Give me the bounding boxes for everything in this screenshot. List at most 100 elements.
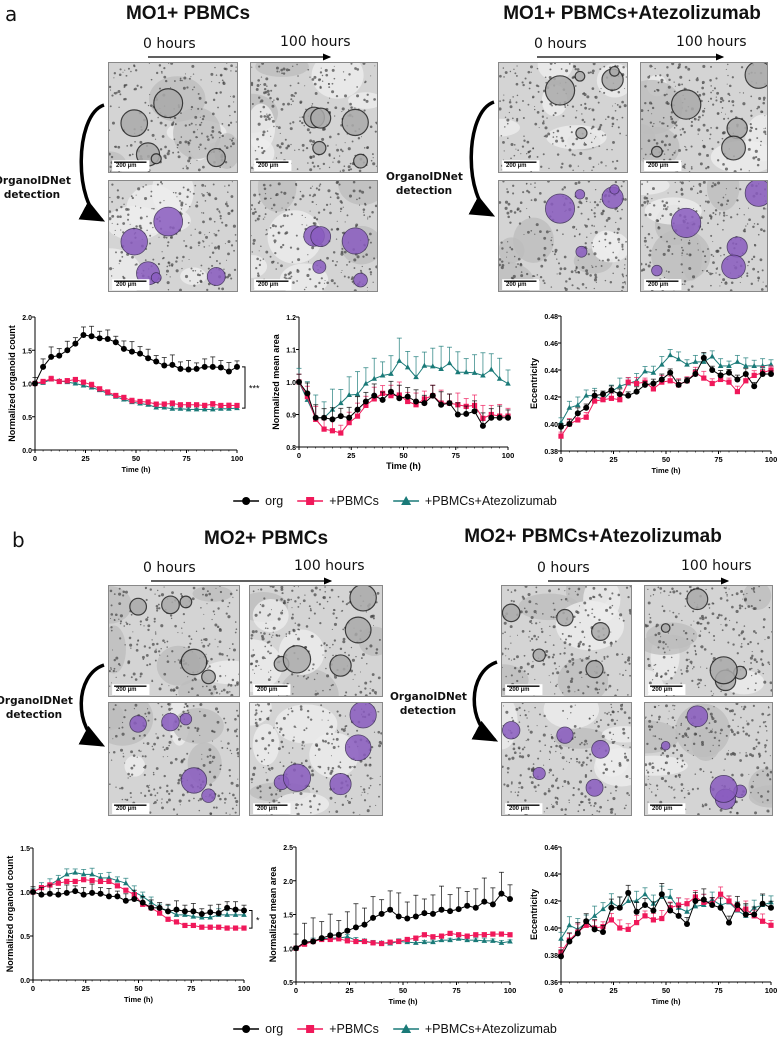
data-point [161, 401, 167, 407]
data-point [471, 369, 478, 375]
data-point [346, 414, 353, 421]
data-point [218, 402, 224, 409]
time-start-label: 0 hours [143, 560, 196, 576]
legend-label: org [265, 494, 284, 508]
series--pbmcs-atezolizumab [296, 337, 511, 420]
y-tick-label: 0.46 [544, 341, 558, 348]
data-point [209, 363, 216, 370]
data-point [156, 904, 163, 911]
data-point [177, 405, 184, 411]
data-point [387, 906, 394, 913]
data-point [80, 871, 87, 877]
y-tick-label: 0.0 [20, 978, 30, 985]
data-point [63, 871, 70, 877]
data-point [114, 883, 120, 889]
series-line-segment [390, 360, 400, 375]
data-point [72, 888, 79, 895]
data-point [185, 366, 192, 373]
data-point [650, 907, 657, 914]
data-point [658, 376, 665, 383]
x-tick-label: 100 [765, 455, 778, 464]
series--pbmcs [30, 877, 247, 931]
micrograph-canvas [109, 63, 237, 172]
data-point [161, 362, 168, 369]
data-point [338, 400, 344, 406]
data-point [768, 361, 774, 367]
data-point [137, 398, 143, 405]
data-point [353, 938, 359, 945]
micrograph-canvas [641, 181, 767, 291]
data-point [667, 352, 673, 358]
x-tick-label: 50 [132, 454, 140, 463]
data-point [354, 391, 361, 397]
x-tick-label: 75 [452, 986, 460, 995]
data-point [199, 914, 205, 920]
data-point [241, 925, 247, 931]
data-point [217, 364, 224, 371]
data-point [481, 898, 488, 905]
x-axis-label: Time (h) [651, 997, 681, 1006]
micrograph-image [108, 62, 238, 173]
data-point [387, 939, 393, 945]
data-point [507, 938, 513, 944]
time-start-label: 0 hours [537, 560, 590, 576]
data-point [114, 877, 121, 883]
data-point [89, 889, 96, 896]
x-tick-label: 75 [182, 454, 190, 463]
series-line-segment [686, 900, 696, 925]
data-point [404, 915, 411, 922]
data-point [55, 891, 62, 898]
detection-overlay-image [644, 702, 773, 816]
micrograph-canvas [645, 586, 772, 696]
legend-label: +PBMCs [329, 1022, 379, 1036]
series-line-segment [306, 393, 317, 418]
series-org [293, 871, 513, 952]
micrograph-image [640, 62, 768, 173]
data-point [650, 380, 657, 387]
data-point [574, 410, 581, 417]
data-point [734, 376, 741, 383]
series-line-segment [661, 894, 671, 911]
x-tick-label: 75 [187, 984, 195, 993]
y-tick-label: 0.44 [544, 368, 558, 375]
data-point [169, 405, 176, 411]
data-point [404, 936, 410, 943]
micrograph-canvas [109, 586, 239, 696]
data-point [362, 398, 369, 405]
data-point [145, 399, 151, 405]
x-tick-label: 25 [81, 454, 89, 463]
data-point [768, 367, 774, 373]
data-point [717, 904, 724, 911]
data-point [56, 378, 62, 385]
series-org [558, 883, 774, 960]
data-point [709, 367, 716, 373]
x-tick-label: 0 [33, 454, 37, 463]
x-tick-label: 100 [502, 451, 515, 460]
data-point [232, 925, 239, 931]
series-line-segment [560, 407, 570, 423]
series-line-segment [652, 894, 663, 911]
data-point [658, 891, 665, 898]
data-point [463, 410, 470, 417]
data-point [335, 931, 342, 938]
y-tick-label: 0.5 [22, 415, 32, 422]
panel-a-right-title: MO1+ PBMCs+Atezolizumab [503, 3, 761, 24]
scale-bar-label: 200 µm [506, 163, 527, 169]
data-point [329, 416, 336, 423]
x-axis-label: Time (h) [388, 997, 418, 1006]
legend-item-atezolizumab: +PBMCs+Atezolizumab [392, 494, 557, 508]
scale-bar-label: 200 µm [652, 687, 673, 693]
data-point [106, 878, 112, 885]
data-point [354, 406, 361, 413]
data-point [633, 388, 640, 395]
x-tick-label: 0 [559, 986, 563, 995]
y-tick-label: 0.38 [544, 449, 558, 456]
x-tick-label: 100 [238, 984, 251, 993]
data-point [464, 902, 471, 909]
data-point [185, 406, 192, 412]
scale-bar-label: 200 µm [506, 282, 527, 288]
data-point [224, 925, 230, 931]
data-point [128, 348, 135, 355]
data-point [371, 396, 377, 402]
data-point [193, 365, 200, 372]
